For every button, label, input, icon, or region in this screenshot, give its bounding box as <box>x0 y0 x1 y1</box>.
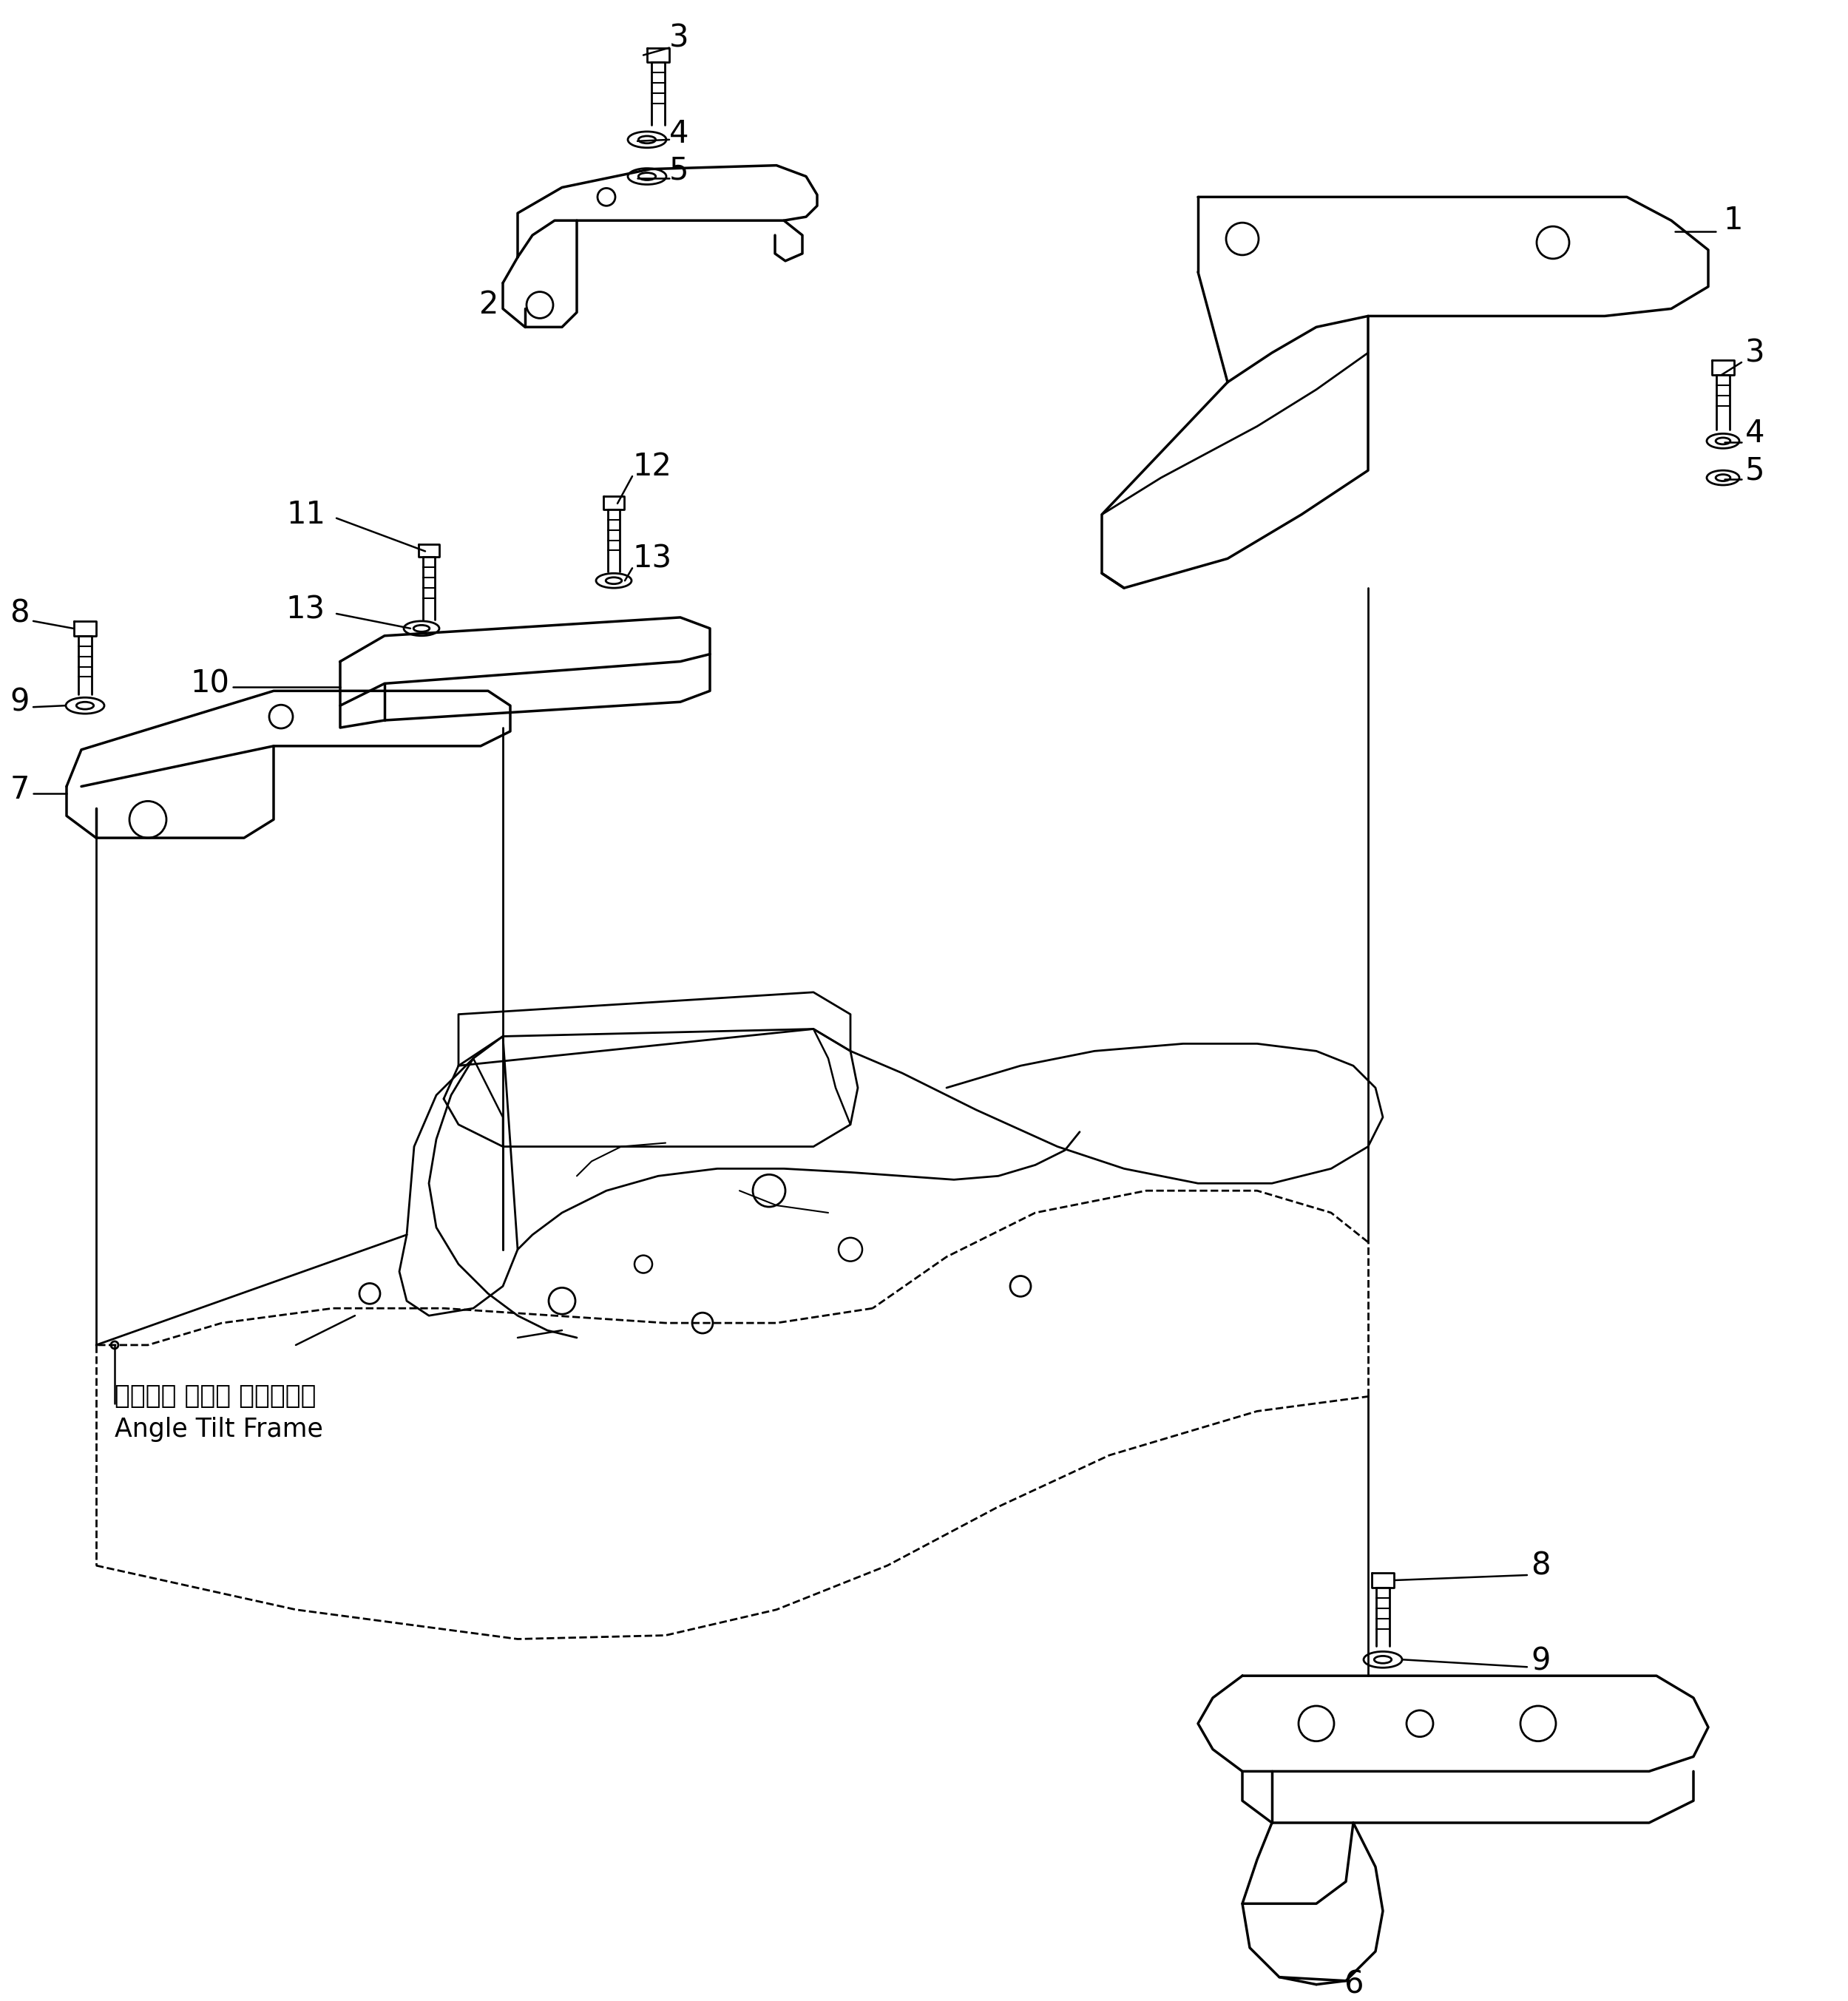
Text: 6: 6 <box>1343 1969 1364 2001</box>
Text: 10: 10 <box>190 668 229 698</box>
Text: 13: 13 <box>286 594 325 626</box>
Text: 7: 7 <box>9 774 30 806</box>
Text: 9: 9 <box>9 686 30 718</box>
Text: 2: 2 <box>479 290 499 320</box>
Text: 3: 3 <box>1745 338 1765 368</box>
Text: 5: 5 <box>669 154 689 186</box>
Text: 8: 8 <box>1530 1551 1550 1581</box>
Text: 9: 9 <box>1530 1645 1550 1677</box>
Text: 3: 3 <box>669 22 689 54</box>
Text: 12: 12 <box>632 450 671 482</box>
Text: 4: 4 <box>669 118 689 150</box>
Text: 13: 13 <box>632 542 671 574</box>
Text: アングル チルト フレーム・: アングル チルト フレーム・ <box>115 1385 316 1409</box>
Text: Angle Tilt Frame: Angle Tilt Frame <box>115 1417 323 1443</box>
Text: 5: 5 <box>1745 454 1765 486</box>
Text: 8: 8 <box>9 598 30 628</box>
Text: 4: 4 <box>1745 418 1765 448</box>
Text: 1: 1 <box>1722 204 1743 236</box>
Text: 11: 11 <box>286 498 325 530</box>
